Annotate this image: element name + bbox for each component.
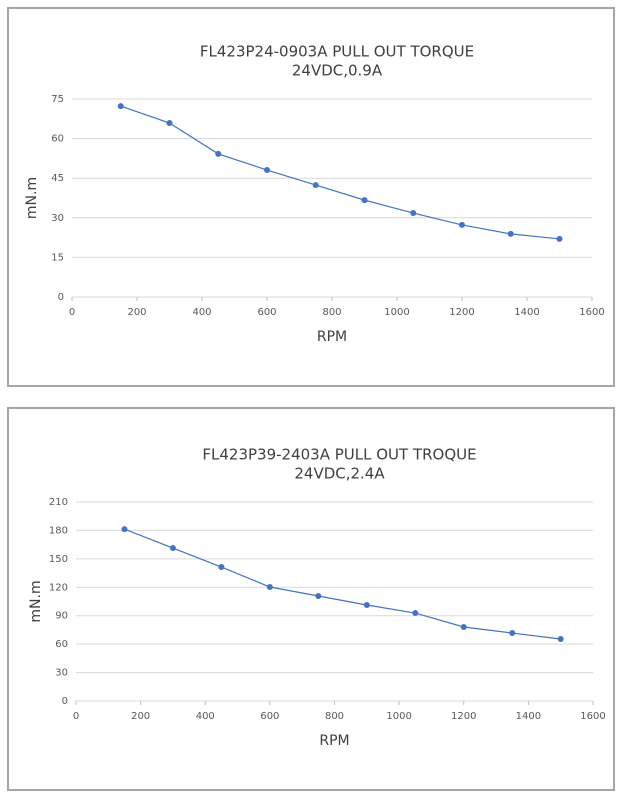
- data-point: [315, 593, 322, 600]
- data-point: [507, 230, 514, 237]
- x-tick-label: 1400: [514, 307, 539, 318]
- x-tick-label: 1600: [580, 711, 605, 722]
- chart-subtitle: 24VDC,0.9A: [292, 62, 383, 80]
- y-tick-label: 45: [51, 173, 64, 184]
- y-tick-label: 60: [55, 639, 68, 650]
- data-point: [166, 120, 173, 127]
- data-point: [412, 610, 419, 617]
- chart-frame: [7, 407, 615, 791]
- x-tick-label: 400: [192, 307, 211, 318]
- y-tick-label: 180: [49, 525, 68, 536]
- series-line: [120, 105, 560, 240]
- chart-subtitle: 24VDC,2.4A: [294, 465, 385, 483]
- y-tick-label: 120: [49, 582, 68, 593]
- x-axis-title: RPM: [319, 733, 349, 749]
- data-point: [363, 602, 370, 609]
- y-axis-title: mN.m: [24, 177, 40, 219]
- series-line: [124, 528, 561, 640]
- data-point: [312, 182, 319, 189]
- x-tick-label: 1600: [579, 307, 604, 318]
- y-tick-label: 0: [58, 292, 64, 303]
- x-tick-label: 400: [196, 711, 215, 722]
- x-tick-label: 600: [260, 711, 279, 722]
- x-tick-label: 1400: [516, 711, 541, 722]
- data-point: [509, 630, 516, 637]
- y-tick-label: 60: [51, 134, 64, 145]
- data-point: [556, 235, 563, 242]
- x-tick-label: 800: [322, 307, 341, 318]
- x-tick-label: 600: [257, 307, 276, 318]
- data-point: [121, 526, 128, 533]
- data-point: [169, 545, 176, 552]
- data-point: [215, 150, 222, 157]
- data-point: [264, 167, 270, 174]
- y-tick-label: 30: [51, 213, 64, 224]
- data-point: [361, 197, 368, 204]
- data-point: [410, 210, 417, 217]
- data-point: [459, 221, 465, 228]
- x-tick-label: 200: [131, 711, 150, 722]
- y-tick-label: 210: [49, 497, 68, 508]
- y-axis-title: mN.m: [28, 580, 44, 622]
- x-tick-label: 0: [69, 307, 75, 318]
- x-tick-label: 1200: [451, 711, 476, 722]
- x-tick-label: 1000: [384, 307, 409, 318]
- x-tick-label: 1000: [386, 711, 411, 722]
- y-tick-label: 0: [62, 696, 68, 707]
- data-point: [117, 103, 124, 110]
- data-point: [266, 584, 273, 591]
- y-tick-label: 150: [49, 554, 68, 565]
- y-tick-label: 30: [55, 668, 68, 679]
- y-tick-label: 75: [51, 94, 64, 105]
- data-point: [557, 636, 564, 643]
- data-point: [460, 623, 467, 630]
- y-tick-label: 15: [51, 252, 64, 263]
- x-tick-label: 800: [325, 711, 344, 722]
- x-tick-label: 0: [73, 711, 79, 722]
- chart-title: FL423P24-0903A PULL OUT TORQUE: [200, 43, 474, 61]
- y-tick-label: 90: [55, 611, 68, 622]
- chart-frame: [7, 7, 615, 387]
- chart-title: FL423P39-2403A PULL OUT TROQUE: [202, 446, 476, 464]
- x-tick-label: 200: [127, 307, 146, 318]
- data-point: [218, 564, 225, 571]
- x-axis-title: RPM: [317, 329, 347, 345]
- x-tick-label: 1200: [449, 307, 474, 318]
